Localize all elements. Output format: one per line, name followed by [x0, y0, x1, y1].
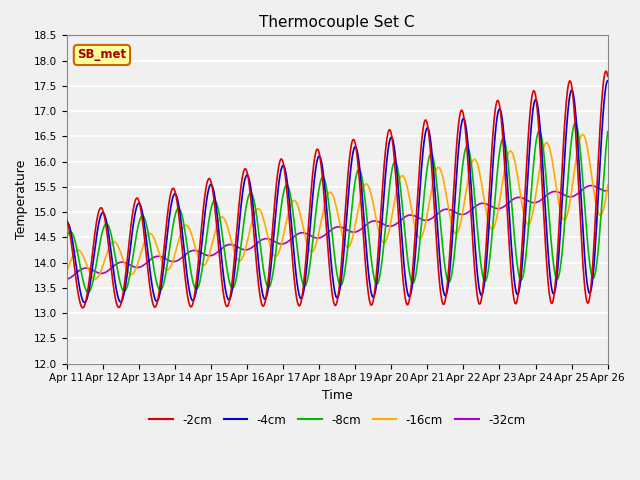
Legend: -2cm, -4cm, -8cm, -16cm, -32cm: -2cm, -4cm, -8cm, -16cm, -32cm — [145, 409, 530, 431]
Title: Thermocouple Set C: Thermocouple Set C — [259, 15, 415, 30]
Y-axis label: Temperature: Temperature — [15, 160, 28, 239]
Text: SB_met: SB_met — [77, 48, 127, 61]
X-axis label: Time: Time — [322, 389, 353, 402]
